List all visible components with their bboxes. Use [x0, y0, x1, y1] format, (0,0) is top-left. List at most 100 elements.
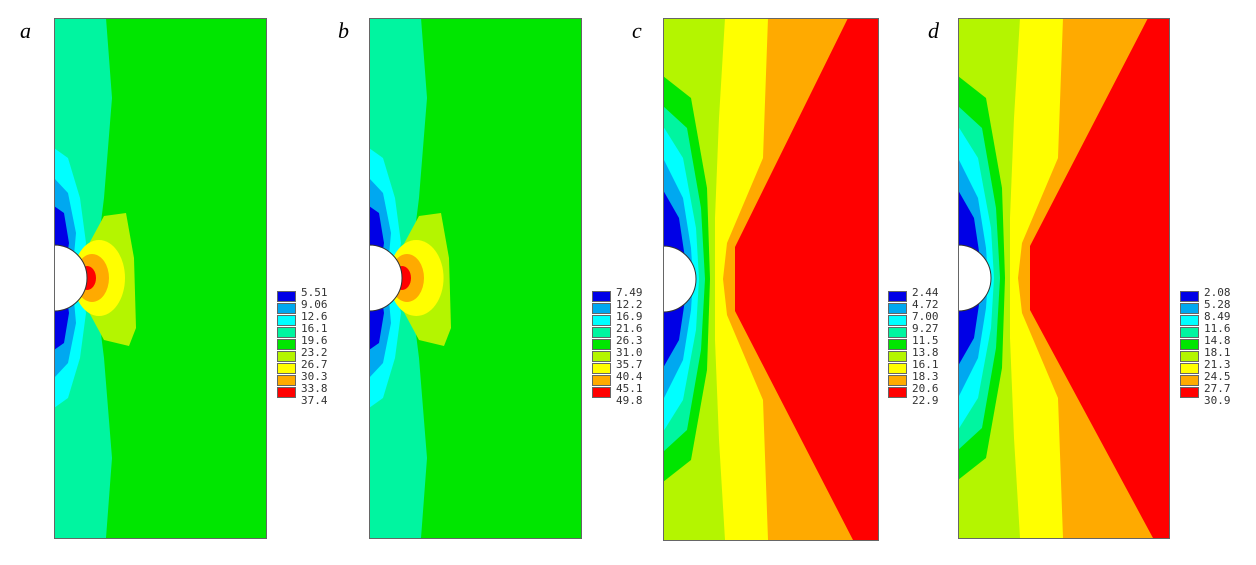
- legend-value: 37.4: [301, 394, 328, 407]
- legend-item: 20.6: [888, 382, 968, 398]
- legend-swatch: [592, 315, 611, 326]
- legend-swatch: [277, 315, 296, 326]
- contour-plot: [663, 18, 879, 541]
- legend-value: 30.9: [1204, 394, 1231, 407]
- legend-item: 16.1: [277, 322, 357, 338]
- legend-item: 19.6: [277, 334, 357, 350]
- legend-swatch: [277, 363, 296, 374]
- legend-value: 24.5: [1204, 370, 1231, 383]
- legend-value: 22.9: [912, 394, 939, 407]
- panel-label: a: [20, 18, 31, 43]
- legend-value: 13.8: [912, 346, 939, 359]
- legend-swatch: [1180, 351, 1199, 362]
- legend-item: 22.9: [888, 394, 968, 410]
- legend-item: 26.3: [592, 334, 672, 350]
- panel-label: c: [632, 18, 642, 43]
- legend-item: 37.4: [277, 394, 357, 410]
- legend-value: 9.06: [301, 298, 328, 311]
- legend-swatch: [277, 303, 296, 314]
- legend-value: 8.49: [1204, 310, 1231, 323]
- legend-value: 21.3: [1204, 358, 1231, 371]
- legend-swatch: [888, 363, 907, 374]
- legend-swatch: [592, 303, 611, 314]
- legend-item: 27.7: [1180, 382, 1256, 398]
- legend-item: 4.72: [888, 298, 968, 314]
- legend-value: 18.3: [912, 370, 939, 383]
- legend-swatch: [1180, 387, 1199, 398]
- legend-value: 23.2: [301, 346, 328, 359]
- legend-swatch: [888, 315, 907, 326]
- legend-item: 24.5: [1180, 370, 1256, 386]
- legend-swatch: [592, 327, 611, 338]
- legend-value: 21.6: [616, 322, 643, 335]
- legend-value: 4.72: [912, 298, 939, 311]
- legend-value: 11.5: [912, 334, 939, 347]
- panel-label: b: [338, 18, 349, 43]
- hole: [958, 244, 992, 312]
- hole: [663, 245, 697, 313]
- legend-item: 31.0: [592, 346, 672, 362]
- legend-item: 23.2: [277, 346, 357, 362]
- legend-swatch: [277, 351, 296, 362]
- legend-item: 18.1: [1180, 346, 1256, 362]
- legend-swatch: [592, 375, 611, 386]
- legend-swatch: [1180, 339, 1199, 350]
- legend-value: 31.0: [616, 346, 643, 359]
- legend-swatch: [592, 387, 611, 398]
- legend-value: 9.27: [912, 322, 939, 335]
- legend-value: 18.1: [1204, 346, 1231, 359]
- legend-item: 12.2: [592, 298, 672, 314]
- legend-value: 45.1: [616, 382, 643, 395]
- legend-value: 14.8: [1204, 334, 1231, 347]
- legend-item: 33.8: [277, 382, 357, 398]
- legend-item: 7.49: [592, 286, 672, 302]
- legend-item: 12.6: [277, 310, 357, 326]
- color-legend: 2.44 4.72 7.00 9.27 11.5 13.8 16.1 18.3 20.6 22.9: [888, 286, 968, 410]
- color-legend: 7.49 12.2 16.9 21.6 26.3 31.0 35.7 40.4 45.1 49.8: [592, 286, 672, 410]
- legend-value: 33.8: [301, 382, 328, 395]
- legend-item: 16.1: [888, 358, 968, 374]
- legend-value: 11.6: [1204, 322, 1231, 335]
- legend-item: 11.6: [1180, 322, 1256, 338]
- contour-plot: [369, 18, 582, 539]
- legend-value: 5.51: [301, 286, 328, 299]
- legend-item: 49.8: [592, 394, 672, 410]
- legend-value: 2.44: [912, 286, 939, 299]
- legend-item: 45.1: [592, 382, 672, 398]
- legend-swatch: [277, 375, 296, 386]
- legend-value: 26.7: [301, 358, 328, 371]
- legend-swatch: [592, 291, 611, 302]
- legend-item: 9.27: [888, 322, 968, 338]
- hole: [54, 244, 88, 312]
- contour-plot: [54, 18, 267, 539]
- legend-swatch: [1180, 375, 1199, 386]
- legend-item: 5.51: [277, 286, 357, 302]
- legend-item: 2.08: [1180, 286, 1256, 302]
- legend-swatch: [277, 339, 296, 350]
- legend-value: 20.6: [912, 382, 939, 395]
- legend-swatch: [888, 351, 907, 362]
- legend-swatch: [1180, 291, 1199, 302]
- legend-item: 16.9: [592, 310, 672, 326]
- plot-frame: [54, 18, 267, 539]
- legend-value: 2.08: [1204, 286, 1231, 299]
- legend-item: 8.49: [1180, 310, 1256, 326]
- legend-item: 30.3: [277, 370, 357, 386]
- legend-swatch: [888, 339, 907, 350]
- legend-swatch: [592, 339, 611, 350]
- legend-item: 21.6: [592, 322, 672, 338]
- legend-value: 12.2: [616, 298, 643, 311]
- legend-swatch: [888, 387, 907, 398]
- legend-swatch: [888, 375, 907, 386]
- legend-item: 2.44: [888, 286, 968, 302]
- legend-value: 7.49: [616, 286, 643, 299]
- legend-value: 49.8: [616, 394, 643, 407]
- plot-frame: [369, 18, 582, 539]
- hole: [369, 244, 403, 312]
- legend-swatch: [277, 387, 296, 398]
- legend-item: 11.5: [888, 334, 968, 350]
- legend-value: 19.6: [301, 334, 328, 347]
- legend-item: 26.7: [277, 358, 357, 374]
- color-legend: 5.51 9.06 12.6 16.1 19.6 23.2 26.7 30.3 33.8 37.4: [277, 286, 357, 410]
- legend-item: 7.00: [888, 310, 968, 326]
